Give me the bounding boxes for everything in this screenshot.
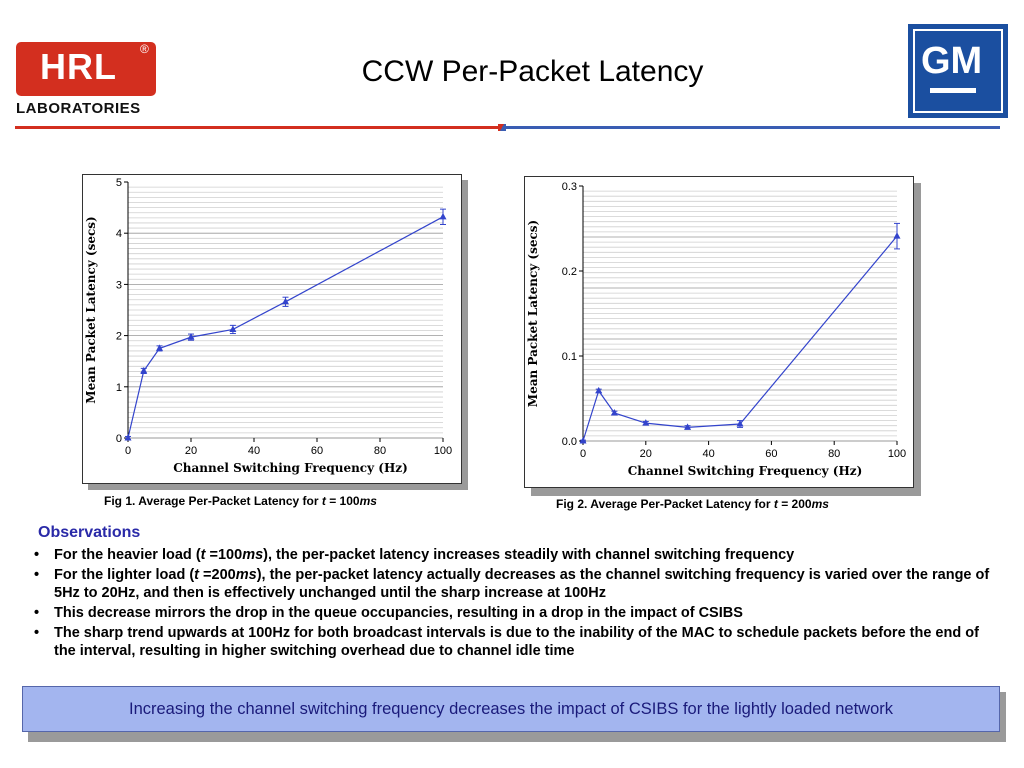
chart2-caption: Fig 2. Average Per-Packet Latency for t … bbox=[556, 497, 829, 511]
obs2-u: ms bbox=[235, 567, 257, 583]
header-rule-blue bbox=[505, 126, 1000, 129]
y-tick-label: 2 bbox=[116, 331, 122, 343]
data-point-marker bbox=[229, 325, 237, 332]
obs1-c: ), the per-packet latency increases stea… bbox=[263, 547, 795, 563]
bullet-icon: • bbox=[34, 547, 40, 563]
data-point-marker bbox=[124, 434, 132, 441]
conclusion-box: Increasing the channel switching frequen… bbox=[22, 686, 1000, 732]
obs1-a: For the heavier load ( bbox=[54, 547, 201, 563]
gm-logo-text: GM bbox=[921, 40, 983, 82]
obs2-t: t bbox=[194, 567, 200, 583]
data-point-marker bbox=[140, 366, 148, 374]
x-axis-label: Channel Switching Frequency (Hz) bbox=[173, 461, 408, 475]
data-point-marker bbox=[187, 333, 195, 340]
data-point-marker bbox=[282, 297, 289, 305]
chart1-svg: 0 1 2 3 4 5 0 20 40 60 80 100 Channel Switching Freq… bbox=[84, 177, 452, 475]
header-rule-divider bbox=[498, 124, 506, 131]
y-tick-label: 5 bbox=[116, 177, 122, 189]
x-tick-label: 20 bbox=[640, 448, 652, 460]
observations-title: Observations bbox=[38, 524, 141, 541]
chart2-caption-prefix: Fig 2. Average Per-Packet Latency for bbox=[556, 497, 774, 511]
chart1-caption-t: t bbox=[321, 494, 326, 508]
chart2-caption-t: t bbox=[773, 497, 778, 511]
obs4-text: The sharp trend upwards at 100Hz for bot… bbox=[54, 625, 979, 659]
obs2-b: =200 bbox=[199, 567, 236, 583]
x-tick-label: 0 bbox=[125, 445, 131, 457]
x-axis-label: Channel Switching Frequency (Hz) bbox=[628, 464, 863, 478]
hrl-logo-text: HRL bbox=[40, 46, 117, 87]
x-tick-label: 40 bbox=[702, 448, 714, 460]
y-tick-label: 0 bbox=[116, 433, 122, 445]
chart1-panel: 0 1 2 3 4 5 0 20 40 60 80 100 Channel Switching Freq… bbox=[82, 174, 462, 484]
bullet-icon: • bbox=[34, 625, 40, 641]
obs1-u: ms bbox=[242, 547, 264, 563]
chart1-caption: Fig 1. Average Per-Packet Latency for t … bbox=[104, 494, 377, 508]
y-axis-label: Mean Packet Latency (secs) bbox=[526, 220, 540, 407]
gm-logo: GM bbox=[908, 24, 1008, 118]
bullet-icon: • bbox=[34, 605, 40, 621]
chart2-caption-mid: = 200 bbox=[777, 497, 812, 511]
data-point-marker bbox=[610, 408, 618, 416]
x-tick-label: 0 bbox=[580, 448, 586, 460]
data-point-marker bbox=[439, 212, 447, 220]
observations-list: • For the heavier load (t =100ms), the p… bbox=[30, 546, 990, 662]
series-line bbox=[127, 216, 444, 439]
chart2-panel: 0.0 0.1 0.2 0.3 0 20 40 60 80 100 Channel Switchin… bbox=[524, 176, 914, 488]
data-point-marker bbox=[893, 232, 901, 239]
x-tick-label: 100 bbox=[434, 445, 452, 457]
obs3-text: This decrease mirrors the drop in the qu… bbox=[54, 605, 743, 621]
observation-item: • The sharp trend upwards at 100Hz for b… bbox=[30, 624, 990, 660]
observation-item: • This decrease mirrors the drop in the … bbox=[30, 604, 990, 622]
chart2-svg: 0.0 0.1 0.2 0.3 0 20 40 60 80 100 Channel Switchin… bbox=[526, 181, 906, 478]
data-point-marker bbox=[642, 419, 650, 426]
y-tick-label: 3 bbox=[116, 279, 122, 291]
registered-mark: ® bbox=[140, 42, 149, 56]
data-point-marker bbox=[156, 344, 163, 351]
data-point-marker bbox=[684, 423, 692, 430]
y-tick-label: 1 bbox=[116, 382, 122, 394]
page-title: CCW Per-Packet Latency bbox=[361, 55, 704, 88]
gm-logo-frame bbox=[913, 29, 1003, 113]
gm-logo-underline bbox=[930, 88, 976, 93]
y-tick-label: 4 bbox=[116, 228, 122, 240]
hrl-logo-subtitle: LABORATORIES bbox=[16, 100, 141, 117]
y-tick-label: 0.3 bbox=[562, 181, 577, 193]
data-point-marker bbox=[736, 420, 744, 427]
y-tick-label: 0.1 bbox=[562, 351, 577, 363]
x-tick-label: 100 bbox=[888, 448, 906, 460]
obs2-a: For the lighter load ( bbox=[54, 567, 195, 583]
chart1-caption-mid: = 100 bbox=[325, 494, 360, 508]
bullet-icon: • bbox=[34, 567, 40, 583]
y-tick-label: 0.2 bbox=[562, 266, 577, 278]
hrl-logo-box bbox=[16, 42, 156, 96]
chart1-caption-prefix: Fig 1. Average Per-Packet Latency for bbox=[104, 494, 322, 508]
x-tick-label: 40 bbox=[248, 445, 260, 457]
header-rule-red bbox=[15, 126, 500, 129]
obs1-b: =100 bbox=[205, 547, 243, 563]
x-tick-label: 80 bbox=[828, 448, 840, 460]
y-axis-label: Mean Packet Latency (secs) bbox=[84, 216, 98, 403]
data-point-marker bbox=[579, 437, 587, 444]
hrl-logo: HRL ® LABORATORIES bbox=[16, 42, 161, 122]
data-point-marker bbox=[595, 386, 603, 394]
x-tick-label: 60 bbox=[765, 448, 777, 460]
observation-item: • For the lighter load (t =200ms), the p… bbox=[30, 566, 990, 602]
x-tick-label: 80 bbox=[374, 445, 386, 457]
obs1-t: t bbox=[200, 547, 206, 563]
obs2-c: ), the per-packet latency actually decre… bbox=[54, 567, 990, 601]
y-tick-label: 0.0 bbox=[562, 436, 577, 448]
chart2-caption-unit: ms bbox=[811, 497, 829, 511]
observation-item: • For the heavier load (t =100ms), the p… bbox=[30, 546, 990, 564]
x-tick-label: 60 bbox=[311, 445, 323, 457]
x-tick-label: 20 bbox=[185, 445, 197, 457]
chart1-caption-unit: ms bbox=[359, 494, 377, 508]
